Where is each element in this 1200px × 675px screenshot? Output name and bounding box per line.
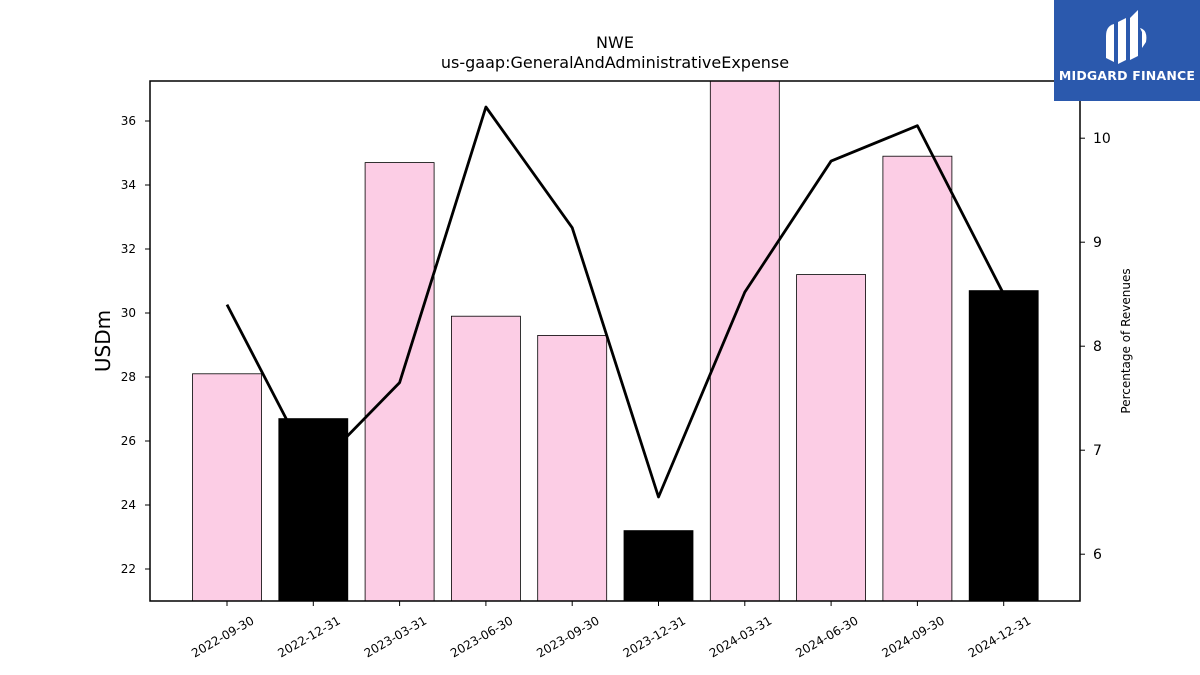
y-tick-label: 32 (121, 242, 136, 256)
brand-logo: MIDGARD FINANCE (1054, 0, 1200, 101)
bar-2024-12-31 (968, 290, 1039, 602)
x-tick-label: 2024-12-31 (966, 613, 1033, 660)
bar-2023-06-30 (450, 315, 521, 602)
bar-2022-09-30 (192, 373, 262, 602)
chart-title: NWE (596, 33, 634, 52)
x-tick-label: 2022-12-31 (275, 613, 342, 660)
y2-tick-label: 9 (1093, 235, 1102, 251)
y2-axis: 6 7 8 9 10 (1080, 131, 1111, 563)
y2-tick-label: 10 (1093, 131, 1111, 147)
y2-tick-label: 6 (1093, 547, 1102, 563)
y-tick-label: 26 (121, 434, 136, 448)
y-axis-label: USDm (91, 310, 115, 372)
y-tick-label: 34 (121, 178, 136, 192)
midgard-logo-icon (1106, 10, 1147, 64)
x-tick-label: 2024-03-31 (707, 613, 774, 660)
logo-text: MIDGARD FINANCE (1058, 68, 1196, 83)
x-tick-label: 2023-03-31 (362, 613, 429, 660)
x-tick-label: 2022-09-30 (189, 613, 256, 660)
y-tick-label: 22 (121, 562, 136, 576)
x-tick-label: 2023-06-30 (448, 613, 515, 660)
y2-axis-label: Percentage of Revenues (1119, 268, 1133, 413)
bar-2023-12-31 (623, 530, 694, 602)
y-tick-label: 28 (121, 370, 136, 384)
y2-tick-label: 8 (1093, 339, 1102, 355)
bar-2024-06-30 (796, 274, 866, 602)
bar-2023-09-30 (537, 334, 608, 602)
x-axis: 2022-09-30 2022-12-31 2023-03-31 2023-06-30… (189, 601, 1033, 660)
y-tick-label: 30 (121, 306, 136, 320)
bar-2024-03-31 (709, 80, 780, 602)
chart-subtitle: us-gaap:GeneralAndAdministrativeExpense (441, 53, 789, 72)
x-tick-label: 2024-09-30 (879, 613, 946, 660)
y-tick-label: 24 (121, 498, 136, 512)
y-axis: 22 24 26 28 30 32 34 36 (121, 114, 150, 576)
bars-group (192, 80, 1039, 602)
bar-2024-09-30 (882, 155, 953, 602)
line-group (225, 105, 1005, 499)
x-tick-label: 2023-12-31 (621, 613, 688, 660)
plot-frame (149, 80, 1081, 602)
y-tick-label: 36 (121, 114, 136, 128)
x-tick-label: 2023-09-30 (534, 613, 601, 660)
x-tick-label: 2024-06-30 (793, 613, 860, 660)
y2-tick-label: 7 (1093, 443, 1102, 459)
percentage-line (225, 105, 1005, 499)
